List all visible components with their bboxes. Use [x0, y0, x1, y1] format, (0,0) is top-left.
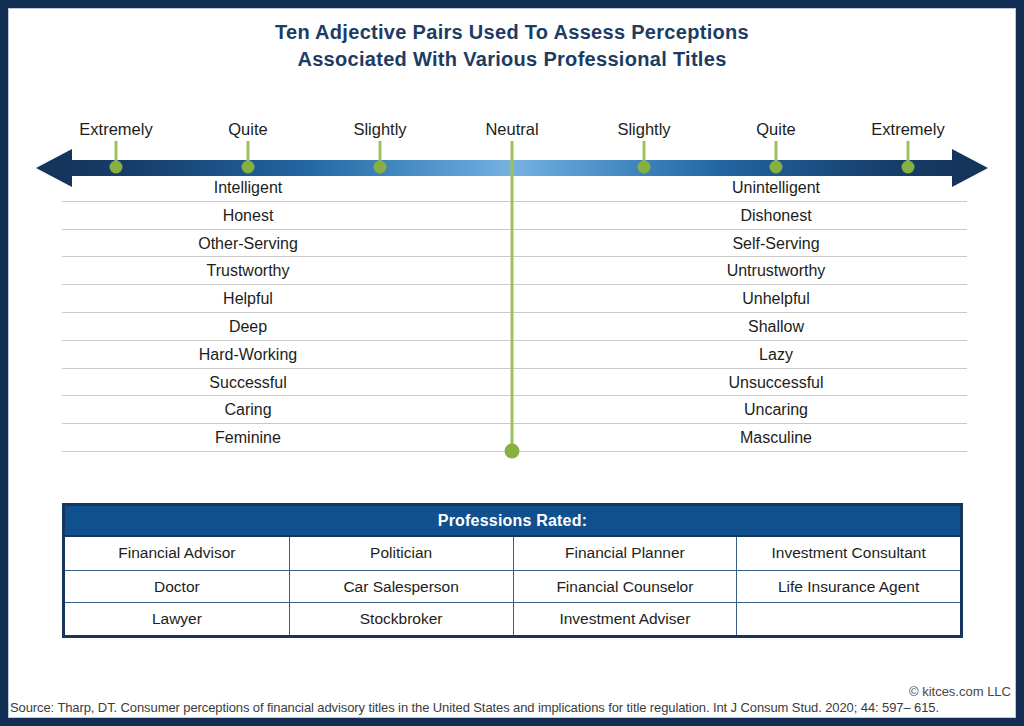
- adjective-left: Intelligent: [214, 174, 283, 201]
- tick-dot: [110, 161, 123, 174]
- scale-label-quite-left: Quite: [228, 120, 267, 139]
- adjective-left: Successful: [209, 369, 286, 396]
- tick-dot: [770, 161, 783, 174]
- profession-cell: Financial Advisor: [65, 537, 289, 570]
- profession-cell: Financial Counselor: [513, 570, 737, 603]
- adjective-right: Untrustworthy: [727, 257, 826, 284]
- adjective-right: Unhelpful: [742, 285, 810, 312]
- adjective-left: Caring: [224, 396, 271, 423]
- profession-cell: Investment Consultant: [736, 537, 960, 570]
- figure-canvas: Ten Adjective Pairs Used To Assess Perce…: [0, 0, 1024, 726]
- profession-cell: Stockbroker: [289, 602, 513, 635]
- adjective-row: Helpful Unhelpful: [62, 285, 967, 313]
- profession-cell: Investment Adviser: [513, 602, 737, 635]
- adjective-left: Honest: [223, 202, 274, 229]
- scale-label-extremely-left: Extremely: [79, 120, 152, 139]
- tick-dot: [638, 161, 651, 174]
- profession-cell: Doctor: [65, 570, 289, 603]
- professions-table-header: Professions Rated:: [62, 503, 963, 537]
- title-line-2: Associated With Various Professional Tit…: [0, 46, 1024, 73]
- profession-cell-empty: [736, 602, 960, 635]
- adjective-right: Self-Serving: [732, 230, 819, 257]
- adjective-left: Helpful: [223, 285, 273, 312]
- title-line-1: Ten Adjective Pairs Used To Assess Perce…: [0, 19, 1024, 46]
- adjective-right: Unintelligent: [732, 174, 820, 201]
- source-citation: Source: Tharp, DT. Consumer perceptions …: [10, 700, 939, 715]
- profession-cell: Lawyer: [65, 602, 289, 635]
- adjective-left: Deep: [229, 313, 267, 340]
- tick-dot: [374, 161, 387, 174]
- adjective-row: Intelligent Unintelligent: [62, 174, 967, 202]
- professions-table: Professions Rated: Financial Advisor Pol…: [62, 503, 963, 638]
- arrow-head-right-icon: [952, 149, 988, 187]
- adjective-right: Dishonest: [740, 202, 811, 229]
- profession-cell: Politician: [289, 537, 513, 570]
- adjective-row: Honest Dishonest: [62, 202, 967, 230]
- scale-label-slightly-left: Slightly: [353, 120, 406, 139]
- copyright-text: © kitces.com LLC: [909, 684, 1011, 699]
- scale-label-quite-right: Quite: [756, 120, 795, 139]
- adjective-row: Trustworthy Untrustworthy: [62, 257, 967, 285]
- adjective-pairs-list: Intelligent Unintelligent Honest Dishone…: [62, 174, 967, 452]
- profession-cell: Financial Planner: [513, 537, 737, 570]
- adjective-row: Deep Shallow: [62, 313, 967, 341]
- tick-dot: [242, 161, 255, 174]
- page-title: Ten Adjective Pairs Used To Assess Perce…: [0, 19, 1024, 73]
- arrow-head-left-icon: [36, 149, 72, 187]
- adjective-left: Feminine: [215, 424, 281, 451]
- scale-label-slightly-right: Slightly: [617, 120, 670, 139]
- profession-cell: Car Salesperson: [289, 570, 513, 603]
- scale-label-extremely-right: Extremely: [871, 120, 944, 139]
- adjective-row: Caring Uncaring: [62, 396, 967, 424]
- neutral-end-dot: [505, 444, 520, 459]
- adjective-left: Hard-Working: [199, 341, 297, 368]
- adjective-right: Unsuccessful: [728, 369, 823, 396]
- professions-table-grid: Financial Advisor Politician Financial P…: [62, 537, 963, 638]
- adjective-row: Other-Serving Self-Serving: [62, 230, 967, 258]
- adjective-right: Masculine: [740, 424, 812, 451]
- adjective-right: Shallow: [748, 313, 804, 340]
- adjective-right: Lazy: [759, 341, 793, 368]
- tick-dot: [902, 161, 915, 174]
- adjective-left: Trustworthy: [207, 257, 290, 284]
- scale-label-neutral: Neutral: [485, 120, 538, 139]
- adjective-row: Successful Unsuccessful: [62, 369, 967, 397]
- adjective-left: Other-Serving: [198, 230, 298, 257]
- neutral-center-line: [511, 141, 514, 451]
- adjective-right: Uncaring: [744, 396, 808, 423]
- profession-cell: Life Insurance Agent: [736, 570, 960, 603]
- adjective-row: Hard-Working Lazy: [62, 341, 967, 369]
